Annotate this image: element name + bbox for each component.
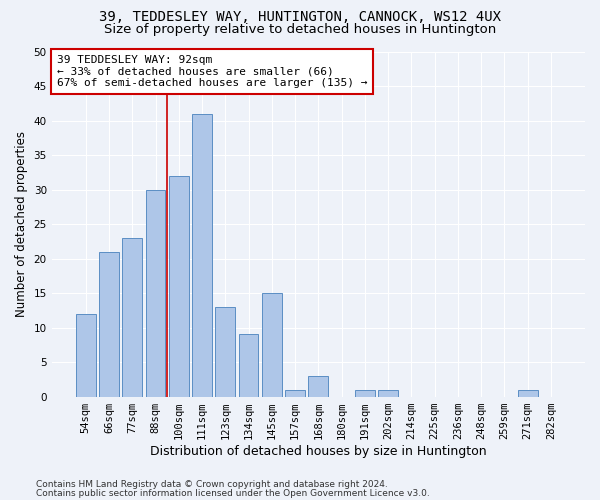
Bar [99, 252, 119, 396]
Bar [378, 390, 398, 396]
Y-axis label: Number of detached properties: Number of detached properties [15, 131, 28, 317]
Bar [262, 293, 282, 397]
Bar [518, 390, 538, 396]
Bar [169, 176, 188, 396]
Bar [192, 114, 212, 397]
Bar [215, 307, 235, 396]
X-axis label: Distribution of detached houses by size in Huntington: Distribution of detached houses by size … [150, 444, 487, 458]
Text: 39 TEDDESLEY WAY: 92sqm
← 33% of detached houses are smaller (66)
67% of semi-de: 39 TEDDESLEY WAY: 92sqm ← 33% of detache… [57, 55, 367, 88]
Bar [76, 314, 95, 396]
Bar [122, 238, 142, 396]
Text: Size of property relative to detached houses in Huntington: Size of property relative to detached ho… [104, 22, 496, 36]
Bar [308, 376, 328, 396]
Text: Contains public sector information licensed under the Open Government Licence v3: Contains public sector information licen… [36, 489, 430, 498]
Bar [239, 334, 259, 396]
Bar [355, 390, 375, 396]
Bar [285, 390, 305, 396]
Bar [146, 190, 166, 396]
Text: Contains HM Land Registry data © Crown copyright and database right 2024.: Contains HM Land Registry data © Crown c… [36, 480, 388, 489]
Text: 39, TEDDESLEY WAY, HUNTINGTON, CANNOCK, WS12 4UX: 39, TEDDESLEY WAY, HUNTINGTON, CANNOCK, … [99, 10, 501, 24]
